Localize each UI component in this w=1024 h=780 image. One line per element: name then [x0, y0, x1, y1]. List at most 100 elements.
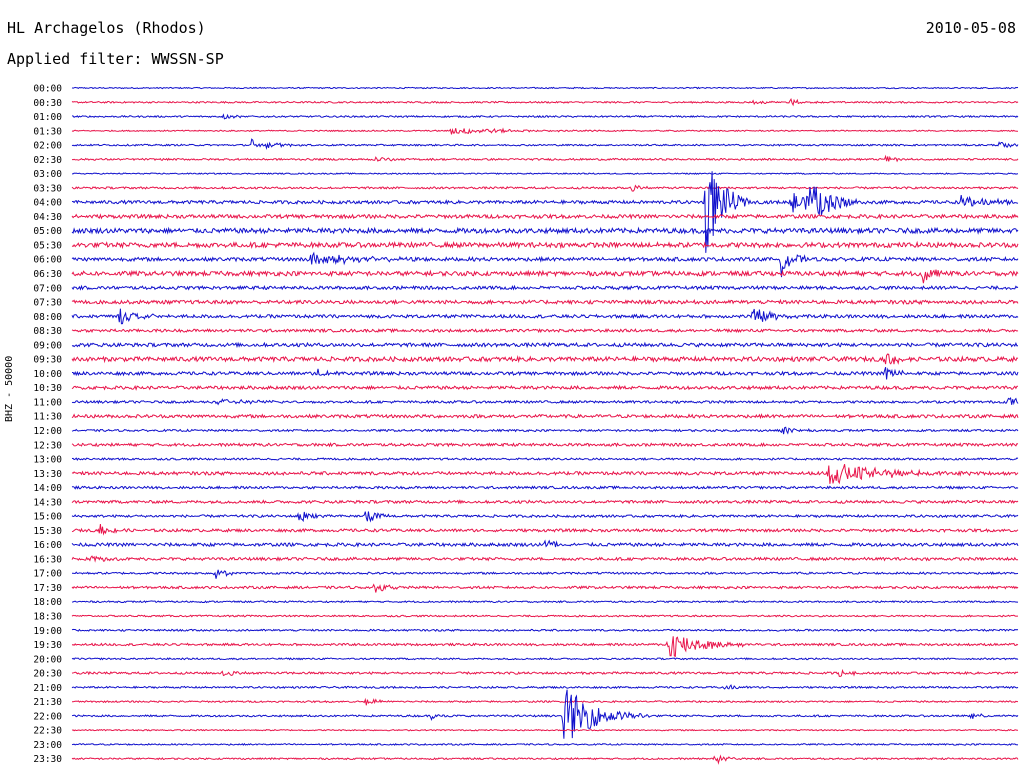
time-label: 05:00: [33, 226, 62, 237]
time-label: 11:30: [33, 412, 62, 423]
time-label: 08:30: [33, 326, 62, 337]
time-label: 17:30: [33, 583, 62, 594]
trace-line: [71, 583, 1019, 593]
trace-line: [71, 86, 1019, 90]
trace-line: [71, 754, 1019, 765]
trace-line: [71, 184, 1019, 192]
trace-line: [71, 269, 1019, 284]
trace-line: [71, 742, 1019, 746]
time-label: 20:30: [33, 669, 62, 680]
time-label: 18:00: [33, 597, 62, 608]
trace-line: [71, 697, 1018, 706]
time-label: 14:30: [33, 497, 62, 508]
trace-line: [71, 555, 1019, 563]
trace-line: [71, 251, 1019, 278]
time-label: 15:30: [33, 526, 62, 537]
trace-line: [71, 728, 1019, 732]
filter-value: WWSSN-SP: [151, 50, 224, 68]
trace-line: [71, 413, 1019, 420]
trace-line: [71, 457, 1019, 461]
trace-line: [71, 464, 1019, 485]
time-label: 12:30: [33, 440, 62, 451]
time-label: 00:00: [33, 84, 62, 95]
trace-line: [71, 511, 1019, 523]
time-label: 19:00: [33, 626, 62, 637]
time-labels: 00:00 00:30 01:00 01:30 02:00 02:30 03:00 03:30…: [33, 84, 62, 766]
trace-line: [72, 367, 1019, 380]
time-label: 10:30: [33, 383, 62, 394]
trace-line: [71, 113, 1019, 120]
time-label: 05:30: [33, 240, 62, 251]
time-label: 08:00: [33, 312, 62, 323]
trace-line: [71, 396, 1019, 406]
trace-line: [71, 127, 1019, 135]
time-label: 16:30: [33, 554, 62, 565]
time-label: 13:00: [33, 455, 62, 466]
time-label: 15:00: [33, 512, 62, 523]
trace-line: [71, 154, 1019, 163]
time-label: 21:00: [33, 683, 62, 694]
time-label: 07:30: [33, 298, 62, 309]
time-label: 20:00: [33, 654, 62, 665]
time-label: 19:30: [33, 640, 62, 651]
time-label: 12:00: [33, 426, 62, 437]
time-label: 09:30: [33, 355, 62, 366]
time-label: 13:30: [33, 469, 62, 480]
time-label: 23:00: [33, 740, 62, 751]
trace-line: [71, 353, 1019, 365]
time-label: 02:30: [33, 155, 62, 166]
time-label: 22:30: [33, 726, 62, 737]
trace-line: [71, 327, 1019, 334]
trace-line: [71, 442, 1019, 448]
trace-line: [71, 657, 1019, 661]
trace-line: [71, 298, 1019, 306]
time-label: 09:00: [33, 340, 62, 351]
trace-line: [71, 523, 1019, 536]
time-label: 06:30: [33, 269, 62, 280]
time-label: 06:00: [33, 255, 62, 266]
time-label: 23:30: [33, 754, 62, 765]
trace-line: [71, 308, 1019, 325]
time-label: 01:00: [33, 112, 62, 123]
trace-line: [71, 226, 1019, 235]
time-label: 21:30: [33, 697, 62, 708]
trace-line: [72, 172, 1019, 175]
time-label: 14:00: [33, 483, 62, 494]
station-title: HL Archagelos (Rhodos): [7, 19, 206, 37]
time-label: 02:00: [33, 141, 62, 152]
trace-line: [71, 614, 1018, 618]
trace-line: [71, 499, 1019, 505]
trace-line: [71, 600, 1019, 604]
trace-line: [71, 240, 1019, 250]
time-label: 03:30: [33, 183, 62, 194]
time-label: 11:00: [33, 397, 62, 408]
seismic-traces: [71, 86, 1019, 765]
trace-line: [71, 284, 1019, 291]
time-label: 16:00: [33, 540, 62, 551]
time-label: 18:30: [33, 611, 62, 622]
trace-line: [71, 636, 1019, 658]
filter-line: Applied filter: WWSSN-SP: [7, 50, 224, 68]
trace-line: [71, 689, 1019, 739]
trace-line: [71, 213, 1019, 220]
filter-label: Applied filter:: [7, 50, 143, 68]
trace-line: [71, 485, 1019, 490]
trace-line: [71, 628, 1019, 632]
time-label: 01:30: [33, 126, 62, 137]
trace-line: [71, 138, 1019, 150]
trace-line: [71, 539, 1019, 548]
time-label: 22:00: [33, 711, 62, 722]
time-label: 10:00: [33, 369, 62, 380]
time-label: 00:30: [33, 98, 62, 109]
time-label: 17:00: [33, 569, 62, 580]
trace-line: [71, 97, 1019, 107]
trace-line: [72, 569, 1019, 579]
trace-line: [71, 684, 1019, 690]
time-label: 03:00: [33, 169, 62, 180]
plot-date: 2010-05-08: [925, 19, 1016, 37]
trace-line: [71, 426, 1019, 435]
trace-line: [71, 341, 1019, 349]
time-label: 04:00: [33, 198, 62, 209]
time-label: 04:30: [33, 212, 62, 223]
